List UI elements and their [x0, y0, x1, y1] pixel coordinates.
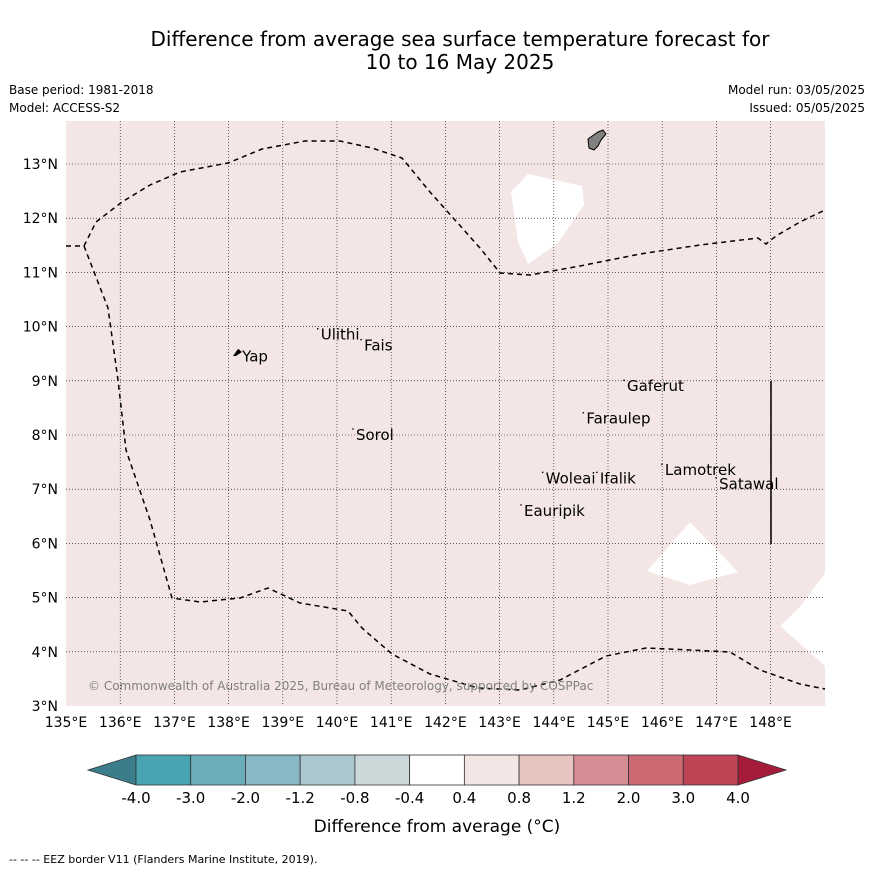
lat-tick-label: 6°N: [32, 536, 58, 552]
place-label: Fais: [364, 337, 393, 355]
lon-tick-label: 142°E: [424, 715, 467, 731]
colorbar-segment: [190, 754, 246, 786]
lon-tick-label: 145°E: [587, 715, 630, 731]
island-marker: [715, 476, 717, 479]
guam-island: [587, 129, 607, 151]
lon-tick-label: 137°E: [153, 715, 196, 731]
model-run: Model run: 03/05/2025: [727, 83, 865, 97]
island-marker: [316, 327, 319, 330]
lon-tick-label: 141°E: [370, 715, 413, 731]
title-line-1: Difference from average sea surface temp…: [150, 27, 770, 51]
colorbar-tick-label: 3.0: [671, 789, 695, 807]
colorbar-segment: [628, 754, 684, 786]
colorbar-label: Difference from average (°C): [314, 817, 561, 837]
place-label: Lamotrek: [665, 461, 736, 479]
colorbar-segment: [354, 754, 411, 786]
lon-tick-label: 140°E: [316, 715, 359, 731]
neutral-patch-north: [511, 174, 584, 264]
graticule: [66, 121, 825, 706]
base-period: Base period: 1981-2018: [9, 83, 154, 97]
longitude-labels: 135°E 136°E 137°E 138°E 139°E 140°E 141°E 142°E…: [45, 715, 792, 731]
colorbar-segment: [463, 754, 520, 786]
place-label: Gaferut: [627, 377, 684, 395]
colorbar-tick-label: 0.8: [507, 789, 531, 807]
place-label: Eauripik: [524, 502, 585, 520]
colorbar-segment: [518, 754, 575, 786]
island-marker: [238, 349, 240, 352]
lon-tick-label: 148°E: [749, 715, 792, 731]
lon-tick-label: 136°E: [99, 715, 142, 731]
lon-tick-label: 144°E: [533, 715, 576, 731]
lat-tick-label: 12°N: [23, 211, 58, 227]
place-label: Ifalik: [600, 469, 636, 487]
place-label: Ulithi: [321, 326, 360, 344]
colorbar-segment: [409, 754, 465, 786]
neutral-patch-south: [647, 522, 738, 585]
island-marker: [520, 504, 522, 506]
colorbar: -4.0 -3.0 -2.0 -1.2 -0.8 -0.4 0.4 0.8 1.2 2.0 3.0 4…: [86, 754, 788, 807]
island-marker: [352, 428, 354, 430]
lat-tick-label: 13°N: [23, 157, 58, 173]
island-marker: [541, 471, 544, 474]
title-line-2: 10 to 16 May 2025: [365, 50, 555, 74]
colorbar-tick-label: 2.0: [617, 789, 641, 807]
lat-tick-label: 4°N: [32, 645, 58, 661]
place-label: Woleai: [546, 469, 596, 487]
lon-tick-label: 135°E: [45, 715, 88, 731]
model-name: Model: ACCESS-S2: [9, 101, 121, 115]
colorbar-arrow-low: [86, 754, 137, 786]
colorbar-tick-label: 4.0: [726, 789, 750, 807]
copyright-note: © Commonwealth of Australia 2025, Bureau…: [88, 679, 593, 693]
place-label: Satawal: [719, 475, 778, 493]
place-label: Faraulep: [586, 410, 650, 428]
lat-tick-label: 8°N: [32, 428, 58, 444]
island-marker: [582, 411, 585, 414]
colorbar-segment: [299, 754, 356, 786]
meta-left: Base period: 1981-2018 Model: ACCESS-S2: [9, 81, 154, 117]
map-title: Difference from average sea surface temp…: [60, 28, 860, 74]
lon-tick-label: 139°E: [262, 715, 305, 731]
lat-tick-label: 3°N: [32, 699, 58, 715]
lon-tick-label: 143°E: [478, 715, 521, 731]
latitude-labels: 3°N 4°N 5°N 6°N 7°N 8°N 9°N 10°N 11°N 12°N 13°N: [23, 157, 58, 715]
lon-tick-label: 146°E: [641, 715, 684, 731]
lat-tick-label: 7°N: [32, 482, 58, 498]
colorbar-tick-label: -1.2: [286, 789, 315, 807]
island-marker: [661, 463, 663, 466]
colorbar-tick-label: -4.0: [121, 789, 150, 807]
colorbar-tick-label: 1.2: [562, 789, 586, 807]
colorbar-segment: [682, 754, 739, 786]
colorbar-segment: [573, 754, 629, 786]
eez-border-north: [83, 140, 826, 276]
lon-tick-label: 138°E: [207, 715, 250, 731]
colorbar-tick-label: 0.4: [452, 789, 476, 807]
meta-right: Model run: 03/05/2025 Issued: 05/05/2025: [728, 81, 865, 117]
island-marker: [360, 338, 362, 341]
place-label: Sorol: [356, 426, 394, 444]
colorbar-segment: [245, 754, 301, 786]
lat-tick-label: 11°N: [23, 265, 58, 281]
lat-tick-label: 9°N: [32, 374, 58, 390]
issued-date: Issued: 05/05/2025: [749, 101, 865, 115]
eez-legend-note: -- -- -- EEZ border V11 (Flanders Marine…: [9, 853, 318, 866]
island-marker: [623, 379, 625, 382]
eez-border: [66, 245, 826, 691]
colorbar-tick-label: -2.0: [231, 789, 260, 807]
colorbar-segment: [135, 754, 192, 786]
lat-tick-label: 10°N: [23, 320, 58, 336]
colorbar-tick-label: -0.4: [395, 789, 424, 807]
lat-tick-label: 5°N: [32, 591, 58, 607]
colorbar-tick-label: -3.0: [176, 789, 205, 807]
lon-tick-label: 147°E: [695, 715, 738, 731]
island-marker: [596, 471, 598, 474]
colorbar-tick-label: -0.8: [340, 789, 369, 807]
colorbar-arrow-high: [737, 754, 788, 786]
neutral-patch-east: [780, 573, 825, 666]
place-label: Yap: [241, 347, 268, 365]
